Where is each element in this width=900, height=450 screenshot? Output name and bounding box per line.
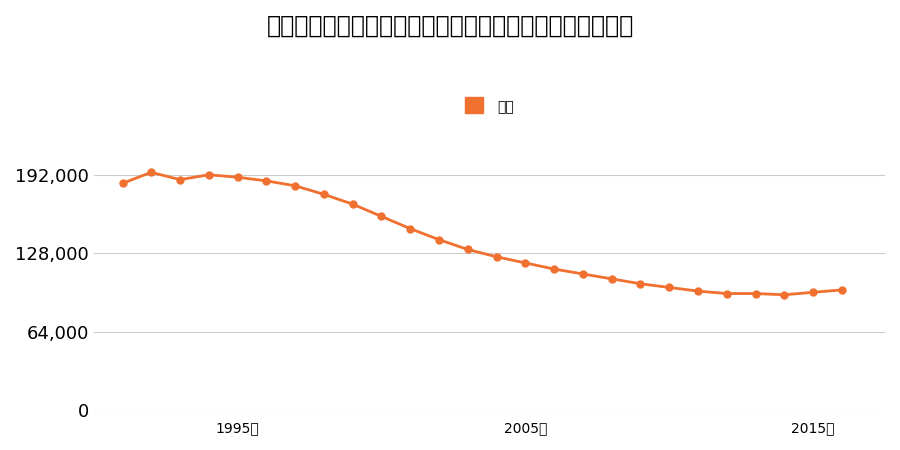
Text: 宮城県仙台市若林区大和町４丁目５１０番１２の地価推移: 宮城県仙台市若林区大和町４丁目５１０番１２の地価推移 bbox=[266, 14, 634, 37]
Legend: 価格: 価格 bbox=[457, 90, 521, 122]
